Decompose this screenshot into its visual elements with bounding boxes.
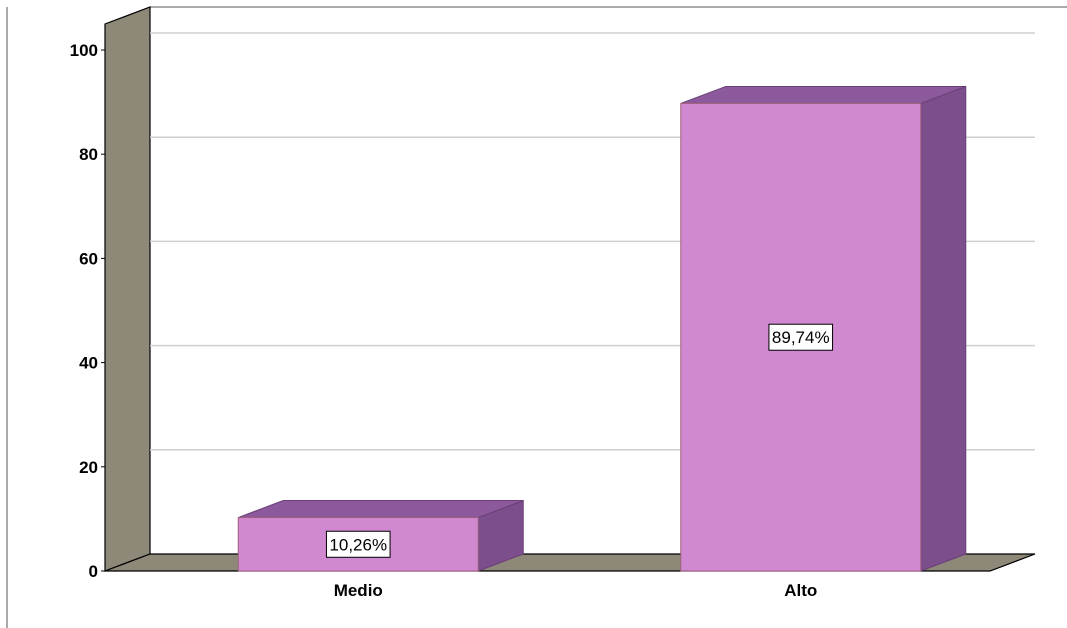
bars: 10,26% 89,74% [237, 85, 967, 572]
y-tick-label: 40 [79, 354, 98, 373]
y-tick-label: 60 [79, 249, 98, 268]
bar-alto: 89,74% [680, 85, 967, 572]
y-tick-label: 0 [89, 562, 98, 581]
y-tick-label: 100 [70, 41, 98, 60]
data-label-box [768, 323, 834, 351]
data-label-box [325, 530, 391, 558]
left-wall [104, 6, 151, 572]
x-category-label: Medio [334, 581, 383, 600]
x-axis-labels: Medio Alto [334, 581, 818, 600]
bar-side-face [920, 85, 967, 572]
bar-top-face [238, 500, 524, 519]
bar-medio: 10,26% [237, 499, 524, 572]
bar-top-face [680, 85, 966, 104]
x-category-label: Alto [784, 581, 817, 600]
data-label: 10,26% [329, 535, 387, 554]
data-label: 89,74% [772, 328, 830, 347]
y-axis: 0 20 40 60 80 100 [70, 41, 105, 581]
y-tick-label: 80 [79, 145, 98, 164]
y-tick-label: 20 [79, 458, 98, 477]
